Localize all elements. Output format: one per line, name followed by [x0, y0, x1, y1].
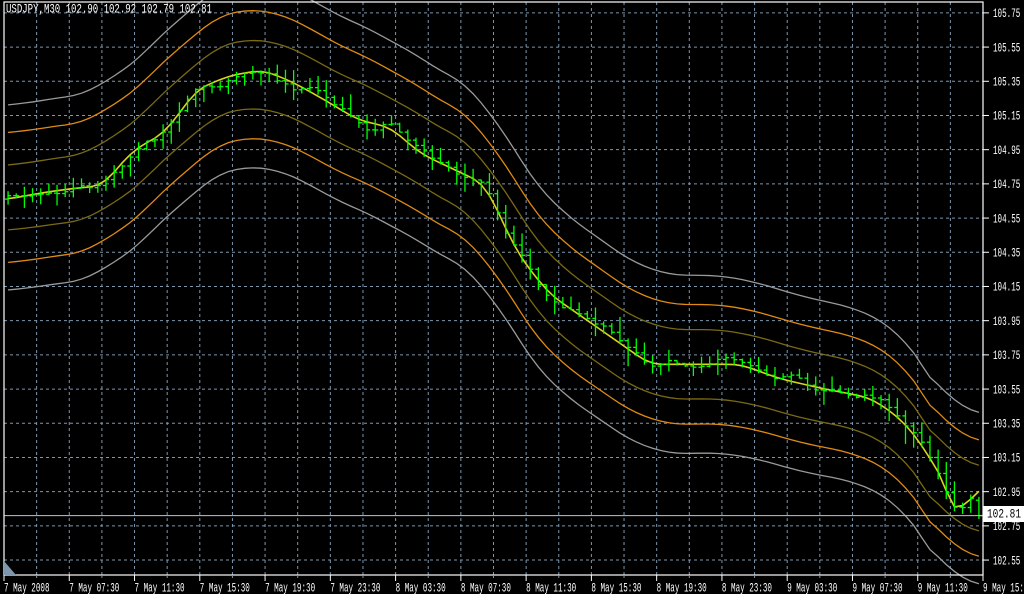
svg-text:104.55: 104.55	[993, 212, 1020, 226]
svg-text:105.55: 105.55	[993, 41, 1020, 55]
svg-text:104.95: 104.95	[993, 144, 1020, 158]
svg-text:105.35: 105.35	[993, 75, 1020, 89]
svg-text:9 May 15:30: 9 May 15:30	[983, 582, 1024, 594]
svg-text:8 May 03:30: 8 May 03:30	[396, 582, 446, 594]
svg-text:103.95: 103.95	[993, 315, 1020, 329]
svg-text:8 May 07:30: 8 May 07:30	[461, 582, 511, 594]
svg-text:103.15: 103.15	[993, 452, 1020, 466]
svg-text:104.75: 104.75	[993, 178, 1020, 192]
svg-text:7 May 11:30: 7 May 11:30	[135, 582, 185, 594]
svg-text:9 May 07:30: 9 May 07:30	[852, 582, 902, 594]
svg-text:105.15: 105.15	[993, 110, 1020, 124]
svg-text:103.35: 103.35	[993, 417, 1020, 431]
svg-text:7 May 19:30: 7 May 19:30	[265, 582, 315, 594]
svg-text:9 May 11:30: 9 May 11:30	[918, 582, 968, 594]
svg-text:7 May 15:30: 7 May 15:30	[200, 582, 250, 594]
svg-text:8 May 23:30: 8 May 23:30	[722, 582, 772, 594]
svg-text:105.75: 105.75	[993, 7, 1020, 21]
svg-text:7 May 2008: 7 May 2008	[4, 582, 50, 594]
svg-text:102.55: 102.55	[993, 554, 1020, 568]
svg-text:104.15: 104.15	[993, 281, 1020, 295]
svg-text:8 May 11:30: 8 May 11:30	[526, 582, 576, 594]
svg-text:102.75: 102.75	[993, 520, 1020, 534]
svg-text:103.55: 103.55	[993, 383, 1020, 397]
svg-text:7 May 23:30: 7 May 23:30	[330, 582, 380, 594]
svg-text:8 May 19:30: 8 May 19:30	[657, 582, 707, 594]
svg-text:8 May 15:30: 8 May 15:30	[591, 582, 641, 594]
svg-text:102.95: 102.95	[993, 486, 1020, 500]
svg-text:103.75: 103.75	[993, 349, 1020, 363]
svg-text:9 May 03:30: 9 May 03:30	[787, 582, 837, 594]
svg-text:104.35: 104.35	[993, 246, 1020, 260]
svg-text:USDJPY,M30 102.90 102.92 102.: USDJPY,M30 102.90 102.92 102.79 102.81	[6, 2, 212, 16]
svg-text:102.81: 102.81	[987, 508, 1021, 522]
svg-text:7 May 07:30: 7 May 07:30	[69, 582, 119, 594]
